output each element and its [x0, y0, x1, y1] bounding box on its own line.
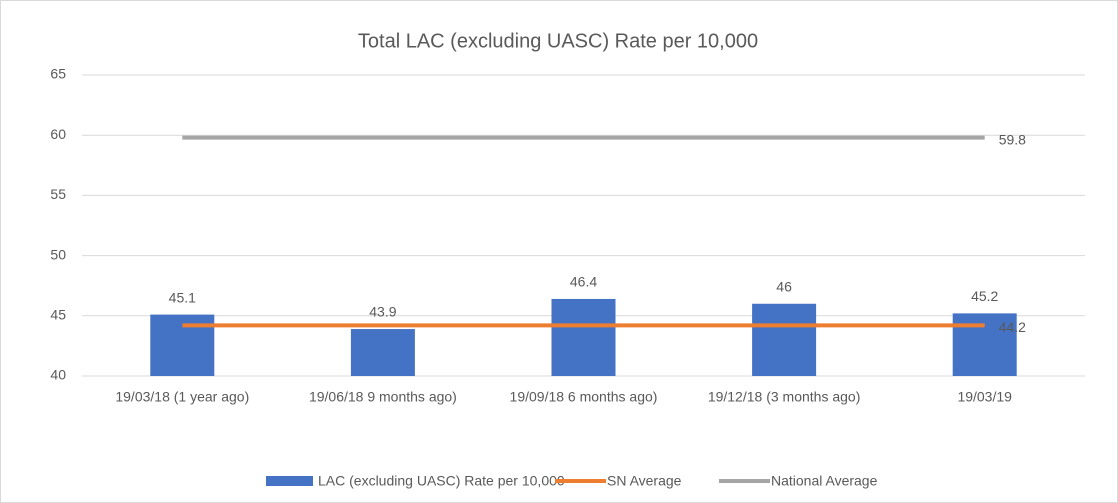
data-label: 44.2: [999, 319, 1026, 335]
x-tick-label: 19/09/18 6 months ago): [510, 389, 658, 405]
data-label: 46: [776, 278, 792, 294]
data-label: 59.8: [999, 131, 1026, 147]
bar: [752, 303, 817, 376]
y-tick-label: 60: [50, 126, 66, 142]
data-label: 45.2: [971, 288, 998, 304]
data-label: 45.1: [169, 289, 196, 305]
bar: [551, 298, 616, 376]
y-tick-label: 50: [50, 246, 66, 262]
y-tick-label: 40: [50, 367, 66, 383]
chart-title: Total LAC (excluding UASC) Rate per 10,0…: [358, 30, 758, 52]
data-label: 43.9: [369, 304, 396, 320]
x-tick-label: 19/12/18 (3 months ago): [708, 389, 861, 405]
legend-label: SN Average: [607, 473, 682, 489]
data-label: 46.4: [570, 274, 597, 290]
y-tick-label: 65: [50, 66, 66, 82]
x-tick-label: 19/06/18 9 months ago): [309, 389, 457, 405]
legend-label: National Average: [771, 473, 878, 489]
y-tick-label: 55: [50, 186, 66, 202]
x-tick-label: 19/03/18 (1 year ago): [115, 389, 249, 405]
legend-label: LAC (excluding UASC) Rate per 10,000: [318, 473, 565, 489]
legend-swatch: [266, 476, 313, 486]
bar: [350, 329, 415, 376]
x-tick-label: 19/03/19: [957, 389, 1012, 405]
y-tick-label: 45: [50, 307, 66, 323]
